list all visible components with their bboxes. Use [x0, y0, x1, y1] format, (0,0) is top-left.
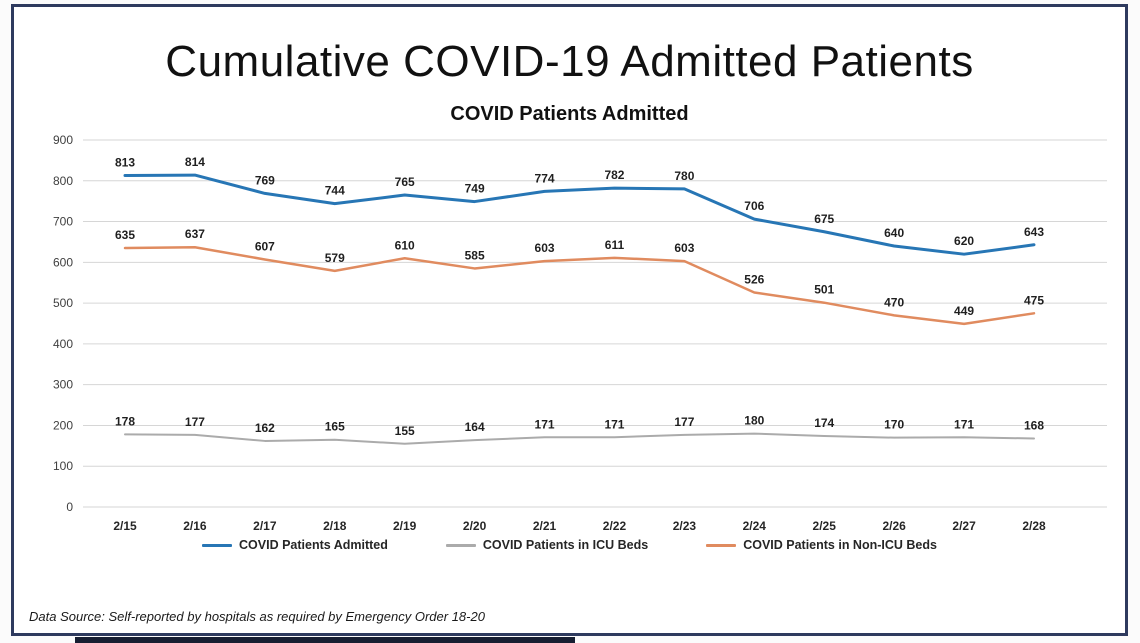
data-label: 178	[114, 414, 134, 428]
series-line	[123, 245, 1035, 326]
legend-item: COVID Patients in ICU Beds	[445, 538, 649, 552]
data-label: 643	[1023, 225, 1043, 239]
data-label: 782	[604, 168, 624, 182]
data-label: 603	[674, 241, 694, 255]
x-tick-label: 2/25	[812, 519, 836, 533]
data-label: 765	[394, 175, 414, 189]
y-tick-label: 200	[52, 418, 72, 432]
data-label: 640	[884, 226, 904, 240]
data-label: 177	[184, 415, 204, 429]
data-label: 170	[884, 418, 904, 432]
y-tick-label: 500	[52, 296, 72, 310]
data-label: 611	[604, 238, 624, 252]
x-tick-label: 2/17	[253, 519, 277, 533]
data-label: 470	[884, 295, 904, 309]
data-label: 171	[954, 417, 974, 431]
data-label: 814	[184, 155, 204, 169]
data-label: 177	[674, 415, 694, 429]
x-tick-label: 2/20	[462, 519, 486, 533]
legend-line-icon	[202, 543, 233, 547]
y-tick-label: 100	[52, 459, 72, 473]
legend-item: COVID Patients Admitted	[202, 538, 388, 552]
x-tick-label: 2/27	[952, 519, 976, 533]
data-label: 165	[324, 420, 344, 434]
legend-label: COVID Patients Admitted	[239, 538, 388, 552]
x-tick-label: 2/19	[393, 519, 417, 533]
x-tick-label: 2/24	[742, 519, 766, 533]
y-tick-label: 400	[52, 337, 72, 351]
data-label: 526	[744, 273, 764, 287]
data-label: 603	[534, 241, 554, 255]
x-tick-label: 2/16	[183, 519, 207, 533]
y-tick-label: 300	[52, 378, 72, 392]
data-label: 780	[674, 169, 694, 183]
data-label: 637	[184, 227, 204, 241]
series-line	[123, 432, 1035, 445]
y-tick-label: 800	[52, 174, 72, 188]
data-label: 813	[114, 155, 134, 169]
data-label: 501	[814, 283, 834, 297]
chart-legend: COVID Patients Admitted COVID Patients in…	[14, 538, 1125, 552]
data-label: 620	[954, 234, 974, 248]
y-tick-label: 0	[66, 500, 73, 514]
data-label: 171	[534, 417, 554, 431]
data-label: 635	[114, 228, 134, 242]
series-line	[123, 173, 1035, 256]
data-label: 675	[814, 212, 834, 226]
data-label: 449	[954, 304, 974, 318]
data-label: 607	[254, 239, 274, 253]
y-tick-label: 700	[52, 215, 72, 229]
legend-line-icon	[706, 543, 737, 547]
data-label: 774	[534, 171, 554, 185]
x-tick-label: 2/28	[1022, 519, 1046, 533]
data-label: 475	[1023, 293, 1043, 307]
bottom-edge-bar	[75, 637, 575, 643]
x-tick-label: 2/23	[672, 519, 696, 533]
data-label: 749	[464, 182, 484, 196]
chart-title: COVID Patients Admitted	[450, 103, 689, 125]
data-label: 162	[254, 421, 274, 435]
data-label: 155	[394, 424, 414, 438]
legend-label: COVID Patients in Non-ICU Beds	[743, 538, 937, 552]
legend-label: COVID Patients in ICU Beds	[482, 538, 649, 552]
data-label: 706	[744, 199, 764, 213]
data-label: 610	[394, 238, 414, 252]
data-label: 579	[324, 251, 344, 265]
data-label: 585	[464, 248, 484, 262]
x-tick-label: 2/21	[532, 519, 556, 533]
data-label: 180	[744, 414, 764, 428]
x-tick-label: 2/26	[882, 519, 906, 533]
page-title: Cumulative COVID-19 Admitted Patients	[165, 37, 974, 86]
data-label: 164	[464, 420, 484, 434]
data-label: 744	[324, 184, 344, 198]
legend-item: COVID Patients in Non-ICU Beds	[706, 538, 937, 552]
data-label: 174	[814, 416, 834, 430]
x-tick-label: 2/18	[323, 519, 347, 533]
y-tick-label: 900	[52, 133, 72, 147]
data-label: 171	[604, 417, 624, 431]
x-tick-label: 2/22	[602, 519, 626, 533]
y-tick-label: 600	[52, 255, 72, 269]
legend-line-icon	[445, 543, 476, 547]
data-label: 769	[254, 173, 274, 187]
x-tick-label: 2/15	[113, 519, 137, 533]
data-source-note: Data Source: Self-reported by hospitals …	[29, 609, 485, 624]
data-label: 168	[1023, 418, 1043, 432]
line-chart: 0 100 200 300 400 500 600 700 800 900 2/15 2/16 2/17…	[52, 133, 1107, 533]
chart-frame: Cumulative COVID-19 Admitted Patients CO…	[11, 4, 1128, 636]
